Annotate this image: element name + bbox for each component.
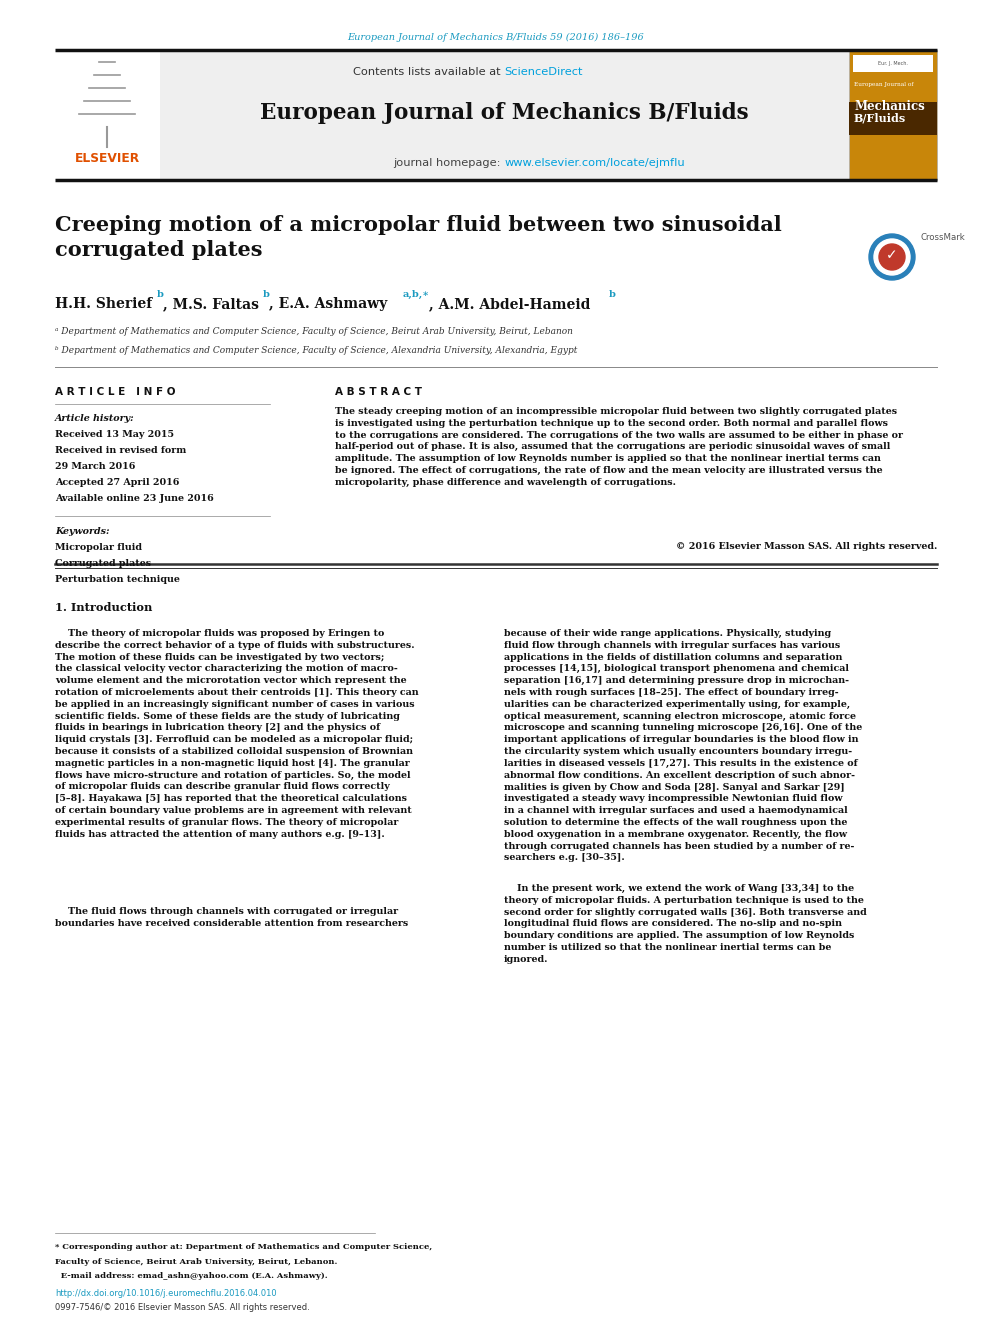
Text: Corrugated plates: Corrugated plates <box>55 560 151 568</box>
Text: H.H. Sherief: H.H. Sherief <box>55 296 152 311</box>
Text: http://dx.doi.org/10.1016/j.euromechflu.2016.04.010: http://dx.doi.org/10.1016/j.euromechflu.… <box>55 1289 277 1298</box>
Text: © 2016 Elsevier Masson SAS. All rights reserved.: © 2016 Elsevier Masson SAS. All rights r… <box>676 542 937 550</box>
Text: Article history:: Article history: <box>55 414 135 423</box>
Text: 0997-7546/© 2016 Elsevier Masson SAS. All rights reserved.: 0997-7546/© 2016 Elsevier Masson SAS. Al… <box>55 1303 310 1312</box>
Text: Faculty of Science, Beirut Arab University, Beirut, Lebanon.: Faculty of Science, Beirut Arab Universi… <box>55 1258 337 1266</box>
Text: CrossMark: CrossMark <box>920 233 965 242</box>
Circle shape <box>869 234 915 280</box>
Text: Micropolar fluid: Micropolar fluid <box>55 542 142 552</box>
FancyBboxPatch shape <box>55 50 160 180</box>
Text: 1. Introduction: 1. Introduction <box>55 602 153 613</box>
Text: , A.M. Abdel-Hameid: , A.M. Abdel-Hameid <box>429 296 590 311</box>
Text: ✓: ✓ <box>886 247 898 262</box>
Text: b: b <box>263 290 270 299</box>
Text: B/Fluids: B/Fluids <box>854 112 907 124</box>
Text: Creeping motion of a micropolar fluid between two sinusoidal
corrugated plates: Creeping motion of a micropolar fluid be… <box>55 216 782 259</box>
FancyBboxPatch shape <box>849 102 937 135</box>
Text: The fluid flows through channels with corrugated or irregular
boundaries have re: The fluid flows through channels with co… <box>55 908 409 927</box>
Text: The theory of micropolar fluids was proposed by Eringen to
describe the correct : The theory of micropolar fluids was prop… <box>55 628 419 839</box>
Text: Mechanics: Mechanics <box>854 101 925 112</box>
Text: * Corresponding author at: Department of Mathematics and Computer Science,: * Corresponding author at: Department of… <box>55 1244 433 1252</box>
Text: , E.A. Ashmawy: , E.A. Ashmawy <box>269 296 387 311</box>
Text: Accepted 27 April 2016: Accepted 27 April 2016 <box>55 478 180 487</box>
Text: ELSEVIER: ELSEVIER <box>74 152 140 165</box>
FancyBboxPatch shape <box>849 50 937 180</box>
Text: ᵃ Department of Mathematics and Computer Science, Faculty of Science, Beirut Ara: ᵃ Department of Mathematics and Computer… <box>55 327 572 336</box>
Text: ScienceDirect: ScienceDirect <box>505 67 583 77</box>
Text: Available online 23 June 2016: Available online 23 June 2016 <box>55 493 213 503</box>
Text: European Journal of: European Journal of <box>854 82 914 87</box>
Text: Contents lists available at: Contents lists available at <box>353 67 505 77</box>
Text: A B S T R A C T: A B S T R A C T <box>335 388 422 397</box>
Text: In the present work, we extend the work of Wang [33,34] to the
theory of micropo: In the present work, we extend the work … <box>504 884 867 964</box>
Text: The steady creeping motion of an incompressible micropolar fluid between two sli: The steady creeping motion of an incompr… <box>335 407 903 487</box>
Text: Perturbation technique: Perturbation technique <box>55 576 180 583</box>
Text: a,b,∗: a,b,∗ <box>403 290 430 299</box>
Text: b: b <box>609 290 616 299</box>
FancyBboxPatch shape <box>160 50 849 180</box>
Circle shape <box>879 243 905 270</box>
Text: European Journal of Mechanics B/Fluids: European Journal of Mechanics B/Fluids <box>260 102 749 124</box>
Text: 29 March 2016: 29 March 2016 <box>55 462 135 471</box>
FancyBboxPatch shape <box>853 56 933 71</box>
Text: Received 13 May 2015: Received 13 May 2015 <box>55 430 174 439</box>
Circle shape <box>874 239 910 275</box>
Text: Eur. J. Mech.: Eur. J. Mech. <box>878 61 908 66</box>
Text: E-mail address: emad_ashn@yahoo.com (E.A. Ashmawy).: E-mail address: emad_ashn@yahoo.com (E.A… <box>55 1271 327 1279</box>
Text: Keywords:: Keywords: <box>55 527 109 536</box>
Text: journal homepage:: journal homepage: <box>394 157 505 168</box>
Text: ᵇ Department of Mathematics and Computer Science, Faculty of Science, Alexandria: ᵇ Department of Mathematics and Computer… <box>55 347 577 355</box>
Text: b: b <box>157 290 164 299</box>
Text: because of their wide range applications. Physically, studying
fluid flow throug: because of their wide range applications… <box>504 628 862 863</box>
Text: Received in revised form: Received in revised form <box>55 446 186 455</box>
Text: A R T I C L E   I N F O: A R T I C L E I N F O <box>55 388 176 397</box>
Text: www.elsevier.com/locate/ejmflu: www.elsevier.com/locate/ejmflu <box>505 157 685 168</box>
Text: European Journal of Mechanics B/Fluids 59 (2016) 186–196: European Journal of Mechanics B/Fluids 5… <box>347 33 645 42</box>
Text: , M.S. Faltas: , M.S. Faltas <box>163 296 259 311</box>
